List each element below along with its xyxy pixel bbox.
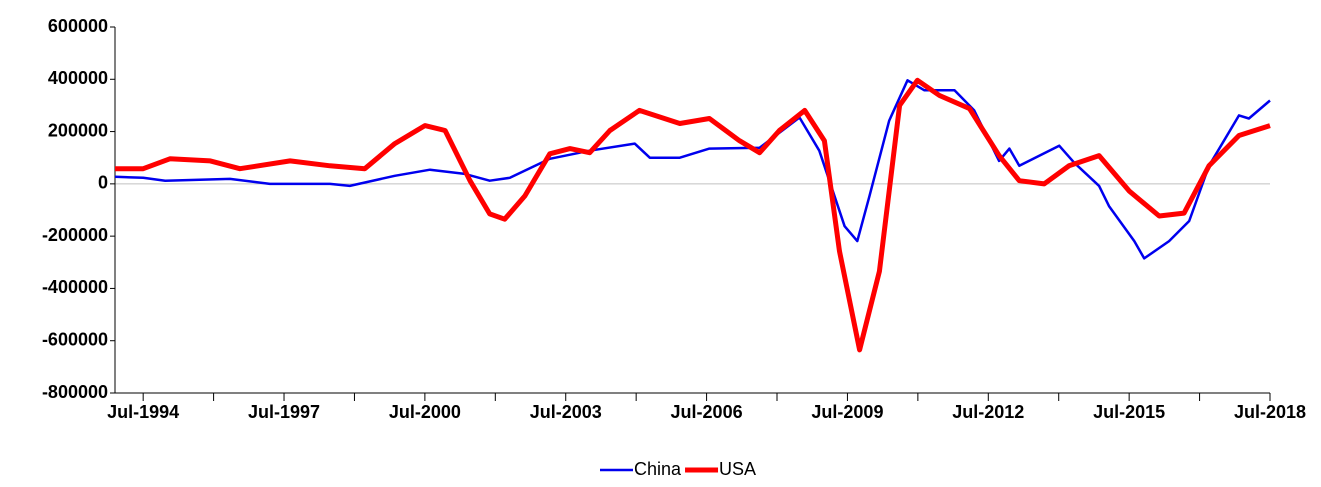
y-tick-label: 400000: [48, 68, 108, 88]
legend-label: USA: [719, 459, 756, 479]
x-tick-label: Jul-2009: [811, 402, 883, 422]
y-tick-label: -800000: [42, 382, 108, 402]
x-tick-label: Jul-1994: [107, 402, 179, 422]
y-tick-label: -600000: [42, 329, 108, 349]
x-tick-label: Jul-2012: [952, 402, 1024, 422]
x-tick-label: Jul-2006: [671, 402, 743, 422]
y-tick-label: 600000: [48, 16, 108, 36]
legend-label: China: [634, 459, 682, 479]
series-line: [114, 79, 1271, 260]
y-tick-label: 200000: [48, 120, 108, 140]
x-tick-label: Jul-2000: [389, 402, 461, 422]
x-tick-label: Jul-1997: [248, 402, 320, 422]
y-tick-label: 0: [98, 173, 108, 193]
x-tick-label: Jul-2015: [1093, 402, 1165, 422]
x-tick-label: Jul-2018: [1234, 402, 1306, 422]
y-tick-label: -200000: [42, 225, 108, 245]
series-line: [115, 77, 1271, 353]
x-tick-label: Jul-2003: [530, 402, 602, 422]
y-tick-label: -400000: [42, 277, 108, 297]
